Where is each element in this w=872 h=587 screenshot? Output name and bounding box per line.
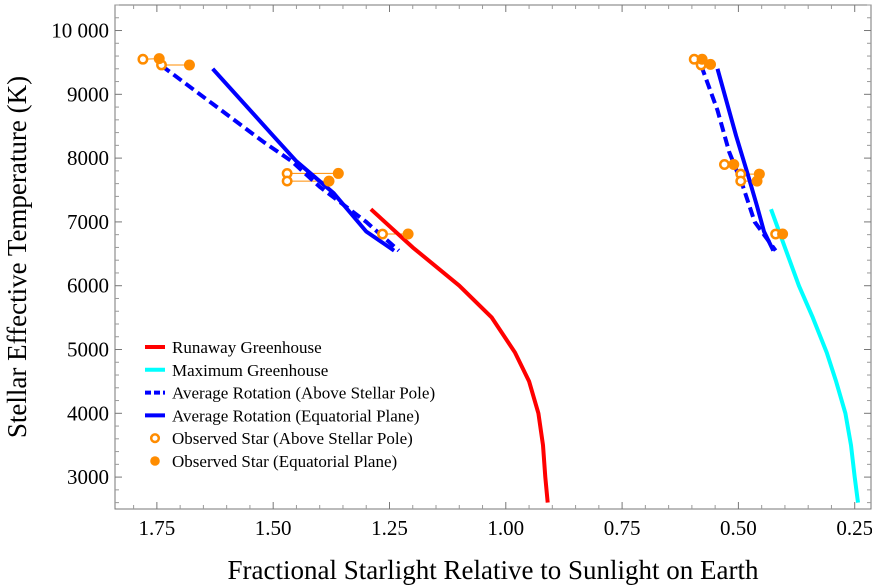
y-axis-label: Stellar Effective Temperature (K) [2,76,32,438]
observed-star-markers [137,53,789,240]
observed-star-equatorial-marker [323,175,335,187]
y-tick-label: 3000 [67,465,109,489]
x-axis-ticks: 1.75 1.50 1.25 1.00 0.75 0.50 0.25 [133,5,872,540]
legend-label: Average Rotation (Above Stellar Pole) [172,384,435,403]
observed-star-pole-marker [719,159,730,170]
observed-star-pole-marker [137,53,149,65]
observed-star-pole-marker [735,175,747,187]
observed-star-pole-marker [377,228,388,240]
observed-star-equatorial-marker [696,53,708,65]
x-axis-label: Fractional Starlight Relative to Sunligh… [228,555,759,585]
observed-star-equatorial-marker [153,53,165,65]
series-line-average-rotation-equatorial-plane [715,68,776,252]
y-tick-label: 10 000 [51,19,109,43]
y-tick-label: 4000 [67,401,109,425]
observed-star-equatorial-marker [332,167,344,179]
y-tick-label: 6000 [67,274,109,298]
observed-star-equatorial-marker [704,58,716,70]
x-tick-label: 0.50 [720,516,757,540]
x-tick-label: 1.50 [255,516,292,540]
series-line-average-rotation-above-stellar-pole [699,64,778,252]
observed-star-pole-marker [281,175,293,187]
x-tick-label: 1.00 [487,516,524,540]
y-tick-label: 7000 [67,210,109,234]
series-line-maximum-greenhouse [769,208,860,503]
x-tick-label: 1.75 [138,516,175,540]
legend-marker [150,456,160,466]
y-axis-ticks: 3000 4000 5000 6000 7000 8000 9000 10 000 [51,4,871,504]
series-line-average-rotation-above-stellar-pole [160,63,401,253]
legend: Runaway Greenhouse Maximum Greenhouse Aver… [145,338,435,471]
y-tick-label: 8000 [67,146,109,170]
legend-label: Observed Star (Equatorial Plane) [172,452,397,471]
x-tick-label: 0.75 [604,516,641,540]
series-line-average-rotation-equatorial-plane [211,67,396,253]
observed-star-equatorial-marker [183,59,195,71]
legend-label: Average Rotation (Equatorial Plane) [172,406,420,425]
legend-marker [149,433,161,444]
x-tick-label: 1.25 [371,516,408,540]
observed-star-equatorial-marker [402,228,414,240]
observed-star-equatorial-marker [777,228,789,240]
x-tick-label: 0.25 [836,516,872,540]
series-line-runaway-greenhouse [369,207,550,503]
observed-star-equatorial-marker [751,175,763,187]
legend-label: Maximum Greenhouse [172,361,328,380]
legend-label: Runaway Greenhouse [172,338,322,357]
y-tick-label: 5000 [67,338,109,362]
plot-frame [114,4,872,510]
legend-label: Observed Star (Above Stellar Pole) [172,429,413,448]
observed-star-pair-connectors [142,58,783,235]
y-tick-label: 9000 [67,82,109,106]
observed-star-equatorial-marker [728,158,740,170]
